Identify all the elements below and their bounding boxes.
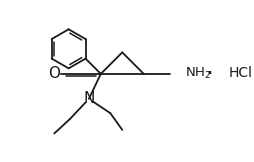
Text: ·: · [205, 62, 213, 86]
Text: O: O [48, 66, 60, 81]
Text: N: N [83, 91, 94, 106]
Text: HCl: HCl [228, 66, 252, 80]
Text: NH$_2$: NH$_2$ [185, 66, 212, 81]
